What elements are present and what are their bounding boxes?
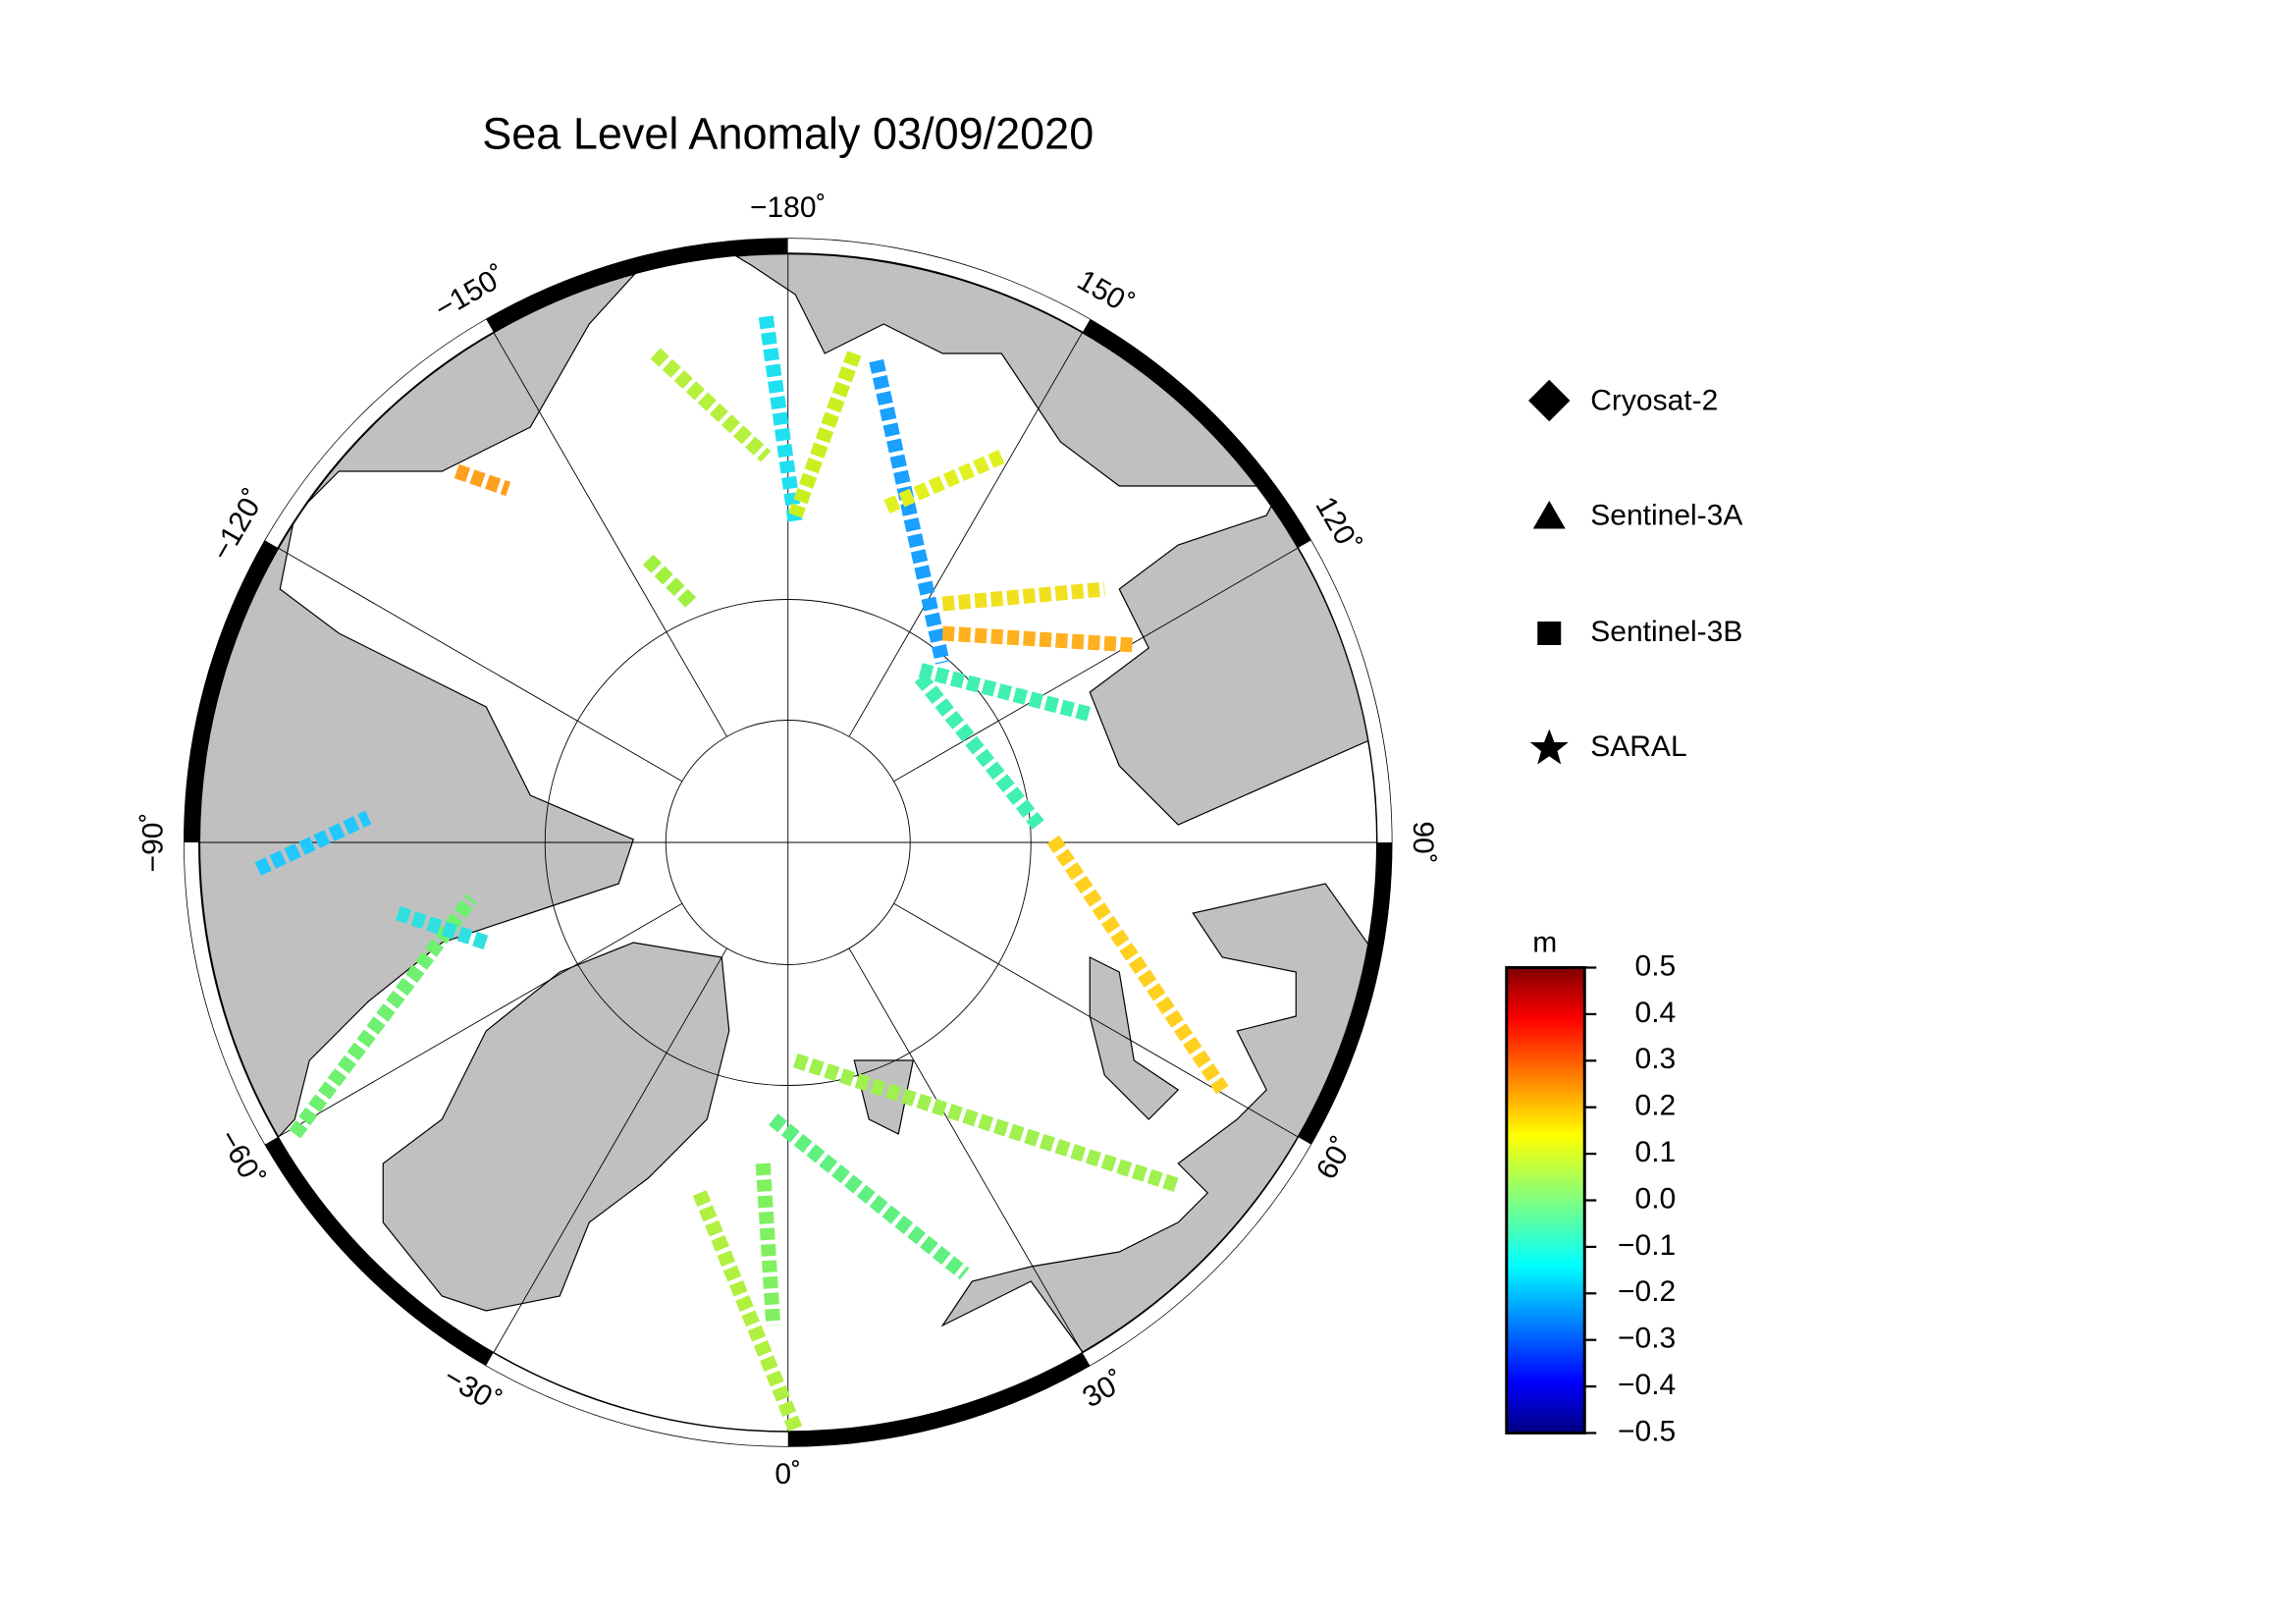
frame-segment <box>265 1136 494 1366</box>
longitude-label: 120˚ <box>1308 491 1366 559</box>
legend-label: Sentinel-3B <box>1590 616 1742 648</box>
colorbar-tick-label: 0.3 <box>1635 1043 1677 1075</box>
legend-label: Sentinel-3A <box>1590 499 1742 531</box>
longitude-label: 150˚ <box>1072 264 1140 322</box>
meridian <box>893 547 1299 783</box>
colorbar-tick-label: 0.1 <box>1635 1136 1677 1168</box>
frame-segment <box>265 319 494 549</box>
meridian <box>493 332 727 737</box>
colorbar-tick-label: −0.4 <box>1618 1369 1676 1401</box>
legend-marker-diamond <box>1528 379 1571 422</box>
meridian <box>493 947 727 1353</box>
colorbar-tick-label: 0.4 <box>1635 997 1677 1029</box>
colorbar-scale <box>1505 966 1586 1434</box>
land <box>198 253 1369 1353</box>
longitude-label: −180˚ <box>750 191 827 224</box>
legend-label: SARAL <box>1590 730 1686 763</box>
colorbar-tick-label: 0.2 <box>1635 1090 1677 1122</box>
meridian <box>277 902 683 1138</box>
frame-segment <box>787 239 1091 333</box>
meridian <box>848 947 1084 1353</box>
longitude-label: 30˚ <box>1077 1365 1130 1414</box>
frame-segment <box>486 1352 788 1446</box>
longitude-label: 90˚ <box>1407 821 1439 863</box>
colorbar-tick-label: −0.2 <box>1618 1275 1676 1308</box>
colorbar-tick-label: −0.5 <box>1618 1415 1676 1447</box>
colorbar-tick-label: −0.3 <box>1618 1323 1676 1355</box>
legend: Cryosat-2 Sentinel-3A Sentinel-3B SARAL <box>1528 379 1742 765</box>
frame-segment <box>184 841 279 1145</box>
colorbar-tick-label: −0.1 <box>1618 1229 1676 1262</box>
meridian <box>277 547 683 783</box>
frame-segment <box>787 1352 1091 1446</box>
satellite-tracks <box>254 315 1229 1432</box>
legend-marker-triangle <box>1532 501 1566 529</box>
legend-marker-square <box>1537 622 1562 645</box>
meridian <box>893 902 1299 1138</box>
frame-segment <box>486 239 788 333</box>
colorbar-tick-label: 0.0 <box>1635 1182 1677 1215</box>
longitude-label: 60˚ <box>1310 1132 1360 1185</box>
longitude-label: 0˚ <box>774 1458 801 1490</box>
map-title: Sea Level Anomaly 03/09/2020 <box>482 108 1094 158</box>
colorbar-tick-label: 0.5 <box>1635 949 1677 982</box>
legend-marker-star <box>1529 729 1569 765</box>
frame-segment <box>1082 1136 1311 1366</box>
frame-segment <box>184 540 279 843</box>
frame-segment <box>1298 540 1392 843</box>
meridian <box>848 332 1084 737</box>
colorbar: m 0.5 0.4 0.3 0.2 0.1 0.0 −0.1 −0.2 −0.3 −0.4 −0.5 <box>1505 926 1677 1447</box>
colorbar-unit: m <box>1532 926 1557 958</box>
longitude-label: −90˚ <box>137 813 170 873</box>
frame-segment <box>1082 319 1311 549</box>
legend-label: Cryosat-2 <box>1590 384 1718 416</box>
frame-segment <box>1298 841 1392 1145</box>
graticule <box>198 253 1377 1432</box>
